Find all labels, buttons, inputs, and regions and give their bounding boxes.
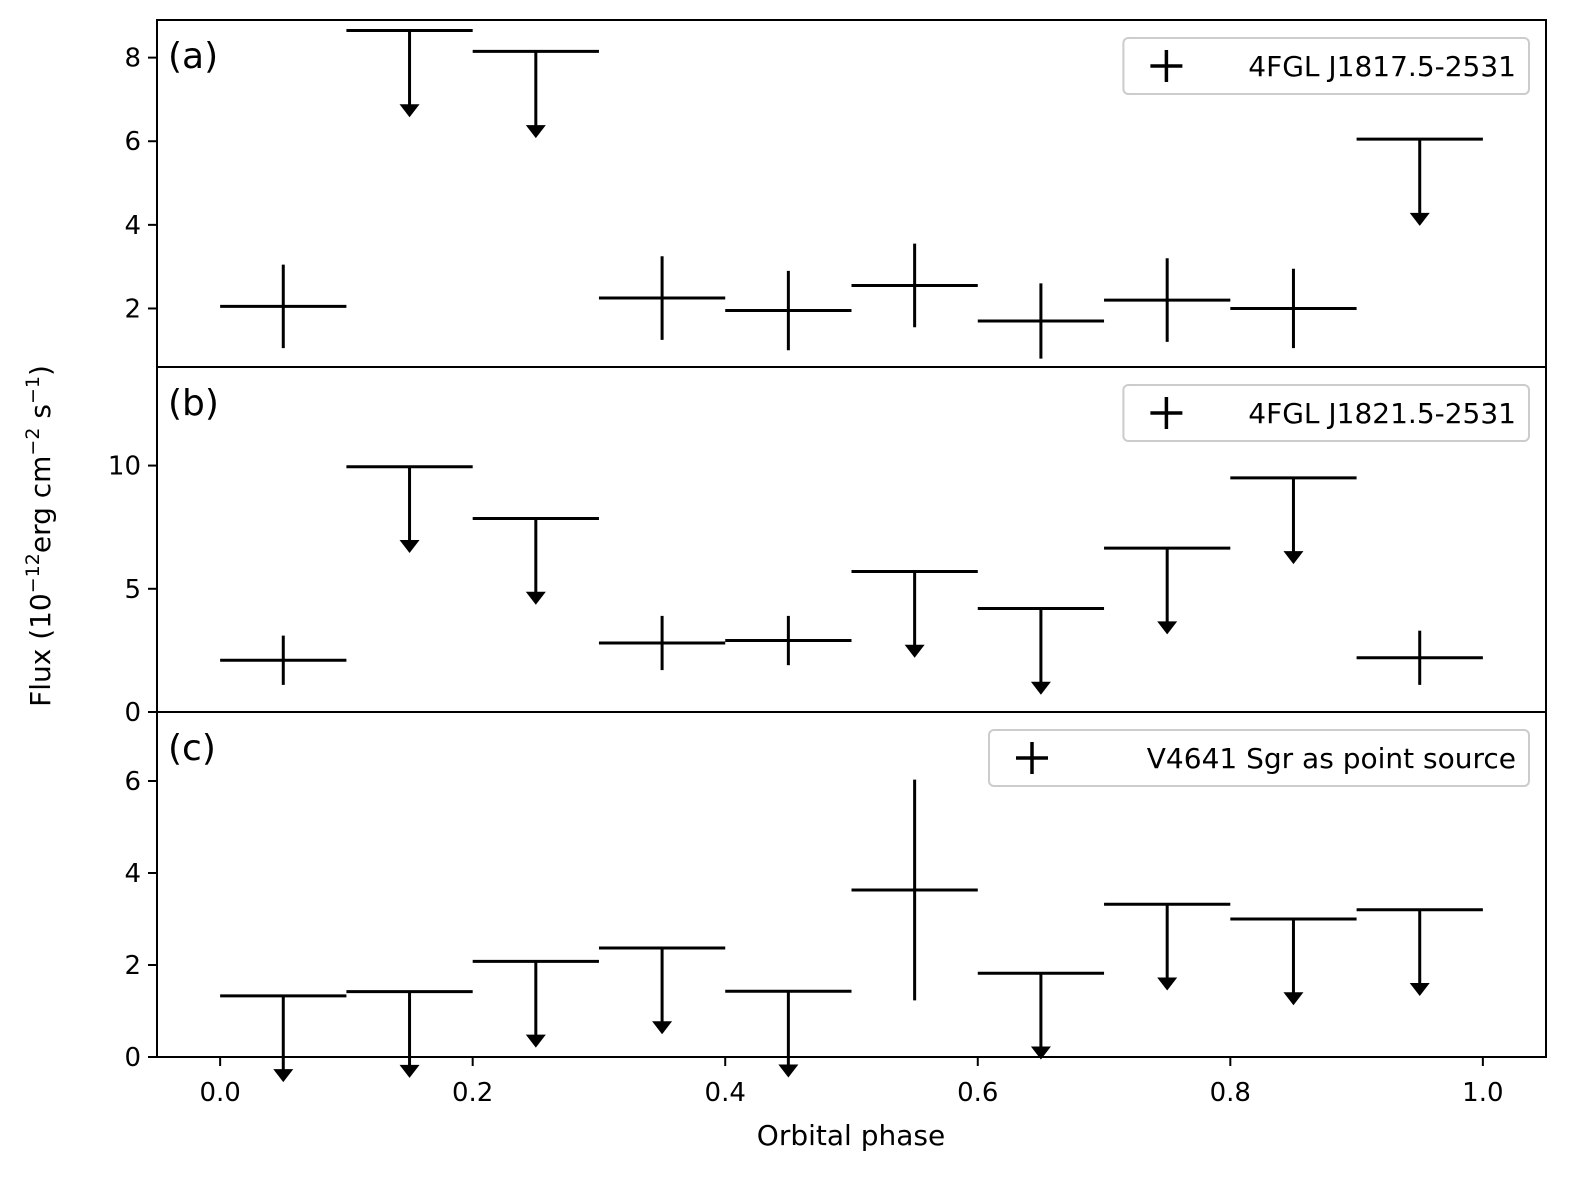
upper-limit-arrowhead [652, 1021, 673, 1035]
y-tick-label: 10 [108, 452, 141, 482]
upper-limit-arrowhead [1157, 977, 1178, 991]
y-tick-label: 0 [124, 698, 141, 728]
upper-limit-arrowhead [399, 540, 420, 554]
upper-limit-point [346, 465, 473, 554]
legend: 4FGL J1817.5-2531 [1122, 37, 1531, 95]
legend-label: V4641 Sgr as point source [1147, 742, 1516, 775]
y-tick-label: 4 [124, 211, 141, 241]
legend-label: 4FGL J1817.5-2531 [1248, 50, 1516, 83]
data-point [725, 615, 852, 666]
upper-limit-point [1356, 137, 1483, 226]
upper-limit-point [725, 989, 852, 1078]
upper-limit-arrowhead [1030, 681, 1051, 695]
upper-limit-point [346, 990, 473, 1078]
upper-limit-point [598, 946, 726, 1035]
data-point [598, 615, 726, 671]
panel-tag: (b) [168, 383, 219, 424]
upper-limit-point [1230, 476, 1357, 565]
legend: 4FGL J1821.5-2531 [1122, 384, 1531, 442]
panel-2: 0 5 10 (b) 4FGL J1821.5-2531 [108, 366, 1547, 728]
upper-limit-arrowhead [1157, 621, 1178, 635]
legend-box [988, 729, 1530, 787]
upper-limit-arrowhead [525, 591, 546, 605]
y-tick-label: 0 [124, 1043, 141, 1073]
upper-limit-arrowhead [1283, 992, 1304, 1006]
data-point [220, 635, 347, 685]
y-tick-label: 2 [124, 951, 141, 981]
data-point [1230, 268, 1357, 349]
y-axis-label-exponent: −1 [22, 376, 44, 404]
legend-label: 4FGL J1821.5-2531 [1248, 397, 1516, 430]
plot-frame [156, 711, 1547, 1058]
y-axis-label-exponent: −2 [22, 428, 44, 456]
panel-tag: (c) [168, 728, 216, 769]
x-axis-label: Orbital phase [757, 1119, 945, 1152]
y-axis-label: Flux (10−12erg cm−2 s−1) [22, 365, 57, 707]
data-point [1104, 258, 1231, 342]
x-tick-label: 0.4 [705, 1078, 746, 1108]
upper-limit-point [977, 607, 1105, 695]
upper-limit-arrowhead [1409, 212, 1430, 226]
upper-limit-point [472, 517, 599, 605]
upper-limit-arrowhead [778, 1064, 799, 1078]
upper-limit-arrowhead [399, 1064, 420, 1078]
data-point [1356, 630, 1483, 685]
legend-box [1122, 37, 1531, 95]
legend-box [1122, 384, 1531, 442]
y-tick-label: 6 [124, 127, 141, 157]
upper-limit-point [220, 994, 347, 1083]
upper-limit-arrowhead [525, 1034, 546, 1048]
y-axis-label-exponent: −12 [22, 553, 44, 593]
y-tick-label: 5 [124, 575, 141, 605]
panel-3: 0 2 4 6 0.0 0.2 0.4 0.6 0.8 1.0 (c) V4641 Sgr as po… [124, 711, 1547, 1108]
data-point [220, 264, 347, 349]
upper-limit-arrowhead [525, 125, 546, 139]
data-point [977, 283, 1105, 359]
upper-limit-point [1104, 902, 1231, 991]
x-tick-label: 0.8 [1210, 1078, 1251, 1108]
data-point [851, 779, 978, 1001]
upper-limit-point [472, 959, 599, 1048]
y-axis-label-part: Flux (10 [24, 593, 57, 707]
x-tick-label: 0.0 [199, 1078, 240, 1108]
y-axis-label-part: ) [24, 365, 57, 376]
upper-limit-arrowhead [1409, 983, 1430, 997]
panel-tag: (a) [168, 36, 218, 77]
data-point [725, 270, 852, 351]
y-tick-label: 6 [124, 767, 141, 797]
upper-limit-arrowhead [1030, 1046, 1051, 1060]
panels: 2 4 6 8 (a) 4FGL J1817.5-2531 0 5 10 (b) 4FGL J182… [108, 19, 1547, 1108]
y-axis-label-part: s [24, 404, 57, 428]
upper-limit-arrowhead [399, 104, 420, 118]
upper-limit-point [977, 971, 1105, 1060]
y-tick-label: 4 [124, 859, 141, 889]
upper-limit-arrowhead [1283, 551, 1304, 565]
panel-1: 2 4 6 8 (a) 4FGL J1817.5-2531 [124, 19, 1547, 368]
upper-limit-point [851, 570, 978, 658]
upper-limit-point [1356, 908, 1483, 997]
upper-limit-arrowhead [904, 644, 925, 658]
x-tick-label: 0.6 [957, 1078, 998, 1108]
y-tick-label: 8 [124, 44, 141, 74]
legend: V4641 Sgr as point source [988, 729, 1530, 787]
upper-limit-point [1104, 546, 1231, 635]
upper-limit-arrowhead [273, 1069, 294, 1083]
upper-limit-point [1230, 917, 1357, 1006]
upper-limit-point [346, 28, 473, 118]
data-point [851, 243, 978, 328]
upper-limit-point [472, 49, 599, 139]
y-axis-label-part: erg cm [24, 456, 57, 554]
data-point [598, 256, 726, 340]
y-tick-label: 2 [124, 294, 141, 324]
x-tick-label: 1.0 [1462, 1078, 1503, 1108]
x-tick-label: 0.2 [452, 1078, 493, 1108]
